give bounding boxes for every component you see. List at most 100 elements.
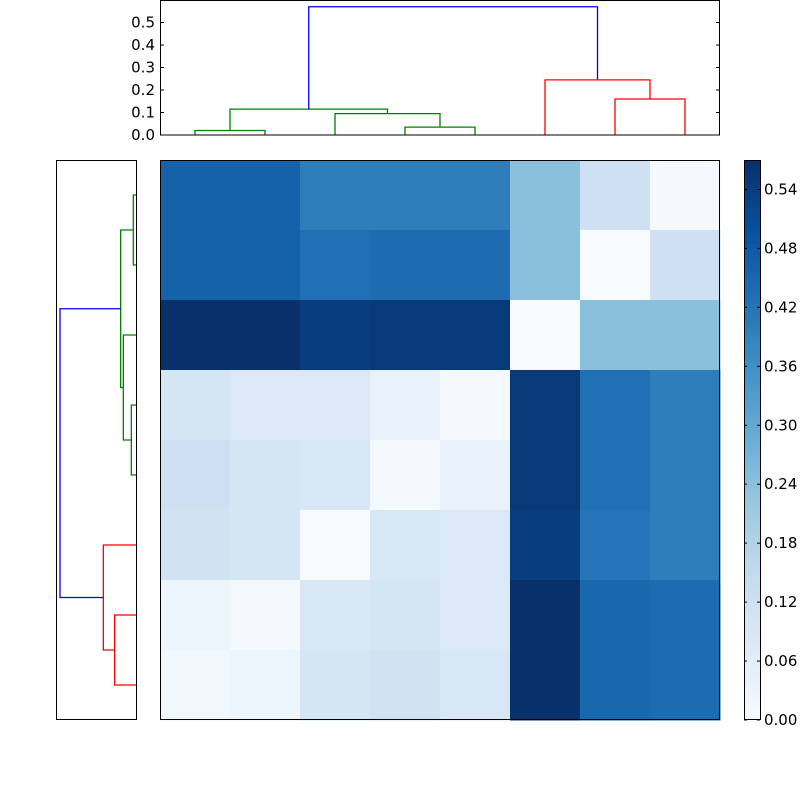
colorbar-segment xyxy=(744,264,760,269)
heatmap-cell xyxy=(370,510,441,581)
heatmap-cell xyxy=(230,650,301,721)
heatmap-cell xyxy=(580,440,651,511)
colorbar-segment xyxy=(744,292,760,297)
colorbar-segment xyxy=(744,596,760,601)
heatmap-cell xyxy=(230,300,301,371)
colorbar-segment xyxy=(744,340,760,345)
heatmap-cell xyxy=(300,580,371,651)
colorbar-segment xyxy=(744,280,760,285)
heatmap-cell xyxy=(440,510,511,581)
colorbar-segment xyxy=(744,692,760,697)
colorbar-segment xyxy=(744,308,760,313)
colorbar-segment xyxy=(744,384,760,389)
heatmap-cell xyxy=(580,230,651,301)
heatmap-cell xyxy=(300,300,371,371)
heatmap-cell xyxy=(510,300,581,371)
colorbar-segment xyxy=(744,564,760,569)
left-dendrogram xyxy=(56,160,137,720)
colorbar-segment xyxy=(744,708,760,713)
colorbar-segment xyxy=(744,344,760,349)
heatmap-cell xyxy=(510,510,581,581)
colorbar-segment xyxy=(744,616,760,621)
colorbar-segment xyxy=(744,624,760,629)
colorbar-segment xyxy=(744,204,760,209)
heatmap-cell xyxy=(370,300,441,371)
heatmap-cell xyxy=(160,510,231,581)
colorbar-segment xyxy=(744,436,760,441)
colorbar-segment xyxy=(744,284,760,289)
colorbar-segment xyxy=(744,368,760,373)
colorbar-segment xyxy=(744,700,760,705)
colorbar-segment xyxy=(744,672,760,677)
colorbar-segment xyxy=(744,492,760,497)
top-dendrogram-ytick-label: 0.1 xyxy=(131,104,155,122)
colorbar-segment xyxy=(744,320,760,325)
heatmap-cell xyxy=(300,510,371,581)
colorbar: 0.00 0.06 0.12 0.18 0.24 0.30 0.36 0.42 0.48 0.54 xyxy=(744,160,797,729)
colorbar-segment xyxy=(744,628,760,633)
heatmap-cell xyxy=(440,650,511,721)
heatmap-cell xyxy=(580,370,651,441)
heatmap-cell xyxy=(650,300,721,371)
heatmap-cell xyxy=(580,300,651,371)
colorbar-segment xyxy=(744,532,760,537)
colorbar-segment xyxy=(744,636,760,641)
top-dendrogram-ytick-label: 0.4 xyxy=(131,36,155,54)
heatmap-cell xyxy=(370,230,441,301)
heatmap-cell xyxy=(230,230,301,301)
heatmap-cell xyxy=(650,160,721,231)
heatmap-cell xyxy=(370,440,441,511)
colorbar-segment xyxy=(744,216,760,221)
heatmap-cells xyxy=(160,160,721,721)
colorbar-segment xyxy=(744,372,760,377)
heatmap-cell xyxy=(300,650,371,721)
colorbar-frame xyxy=(744,160,761,720)
top-dendrogram-frame xyxy=(160,0,720,136)
heatmap-cell xyxy=(650,230,721,301)
colorbar-segment xyxy=(744,668,760,673)
colorbar-segment xyxy=(744,480,760,485)
heatmap-cell xyxy=(230,370,301,441)
heatmap-cell xyxy=(440,230,511,301)
colorbar-tick-label: 0.06 xyxy=(764,652,797,670)
heatmap-cell xyxy=(580,580,651,651)
heatmap-cell xyxy=(580,160,651,231)
heatmap-cell xyxy=(510,370,581,441)
heatmap-cell xyxy=(370,650,441,721)
colorbar-segment xyxy=(744,504,760,509)
colorbar-segment xyxy=(744,172,760,177)
heatmap-cell xyxy=(230,580,301,651)
colorbar-segment xyxy=(744,572,760,577)
colorbar-segment xyxy=(744,420,760,425)
heatmap-cell xyxy=(160,160,231,231)
colorbar-segment xyxy=(744,680,760,685)
colorbar-segment xyxy=(744,416,760,421)
left-dendrogram-link-4 xyxy=(114,614,136,686)
colorbar-segment xyxy=(744,240,760,245)
colorbar-segment xyxy=(744,380,760,385)
colorbar-segment xyxy=(744,604,760,609)
colorbar-segment xyxy=(744,164,760,169)
top-dendrogram: 0.0 0.1 0.2 0.3 0.4 0.5 xyxy=(131,0,720,144)
colorbar-segment xyxy=(744,468,760,473)
colorbar-segment xyxy=(744,228,760,233)
colorbar-segment xyxy=(744,348,760,353)
colorbar-segment xyxy=(744,432,760,437)
heatmap-cell xyxy=(650,650,721,721)
colorbar-segment xyxy=(744,448,760,453)
heatmap-cell xyxy=(160,370,231,441)
heatmap-cell xyxy=(510,440,581,511)
heatmap-frame xyxy=(160,160,720,720)
heatmap-cell xyxy=(160,440,231,511)
colorbar-segment xyxy=(744,660,760,665)
colorbar-segment xyxy=(744,360,760,365)
colorbar-segment xyxy=(744,192,760,197)
colorbar-segment xyxy=(744,184,760,189)
heatmap-cell xyxy=(650,370,721,441)
colorbar-tick-label: 0.54 xyxy=(764,180,797,198)
heatmap-cell xyxy=(300,440,371,511)
colorbar-segment xyxy=(744,656,760,661)
colorbar-segment xyxy=(744,356,760,361)
colorbar-segment xyxy=(744,404,760,409)
